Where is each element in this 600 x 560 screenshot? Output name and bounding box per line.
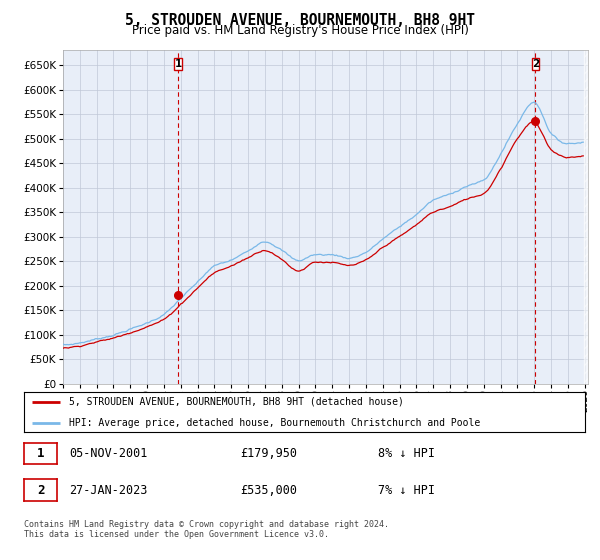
Text: 2: 2 <box>532 59 539 69</box>
Text: 27-JAN-2023: 27-JAN-2023 <box>69 483 148 497</box>
Text: 1: 1 <box>175 59 182 69</box>
Text: 8% ↓ HPI: 8% ↓ HPI <box>378 447 435 460</box>
Text: 5, STROUDEN AVENUE, BOURNEMOUTH, BH8 9HT (detached house): 5, STROUDEN AVENUE, BOURNEMOUTH, BH8 9HT… <box>69 396 404 407</box>
Text: 5, STROUDEN AVENUE, BOURNEMOUTH, BH8 9HT: 5, STROUDEN AVENUE, BOURNEMOUTH, BH8 9HT <box>125 13 475 28</box>
Bar <box>175 58 182 71</box>
Text: £179,950: £179,950 <box>240 447 297 460</box>
Text: HPI: Average price, detached house, Bournemouth Christchurch and Poole: HPI: Average price, detached house, Bour… <box>69 418 480 428</box>
Text: 05-NOV-2001: 05-NOV-2001 <box>69 447 148 460</box>
Text: Contains HM Land Registry data © Crown copyright and database right 2024.
This d: Contains HM Land Registry data © Crown c… <box>24 520 389 539</box>
Bar <box>532 58 539 71</box>
Text: 1: 1 <box>37 447 44 460</box>
Text: 7% ↓ HPI: 7% ↓ HPI <box>378 483 435 497</box>
Text: Price paid vs. HM Land Registry's House Price Index (HPI): Price paid vs. HM Land Registry's House … <box>131 24 469 36</box>
Text: 2: 2 <box>37 483 44 497</box>
Text: £535,000: £535,000 <box>240 483 297 497</box>
